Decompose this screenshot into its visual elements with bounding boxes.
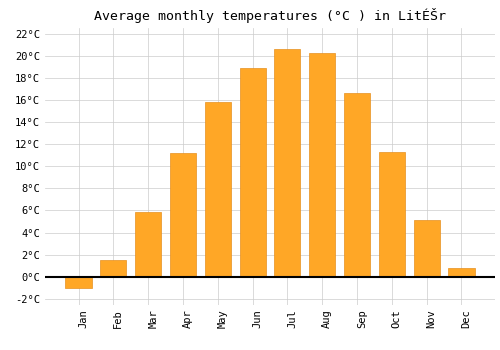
Bar [274, 49, 300, 277]
Bar [379, 152, 405, 277]
Bar [100, 260, 126, 277]
Bar [414, 220, 440, 277]
Title: Average monthly temperatures (°C ) in LitÉŠr: Average monthly temperatures (°C ) in Li… [94, 8, 446, 23]
Bar [309, 54, 336, 277]
Bar [204, 102, 231, 277]
Bar [66, 277, 92, 288]
Bar [448, 268, 474, 277]
Bar [135, 212, 161, 277]
Bar [344, 93, 370, 277]
Bar [240, 68, 266, 277]
Bar [170, 153, 196, 277]
